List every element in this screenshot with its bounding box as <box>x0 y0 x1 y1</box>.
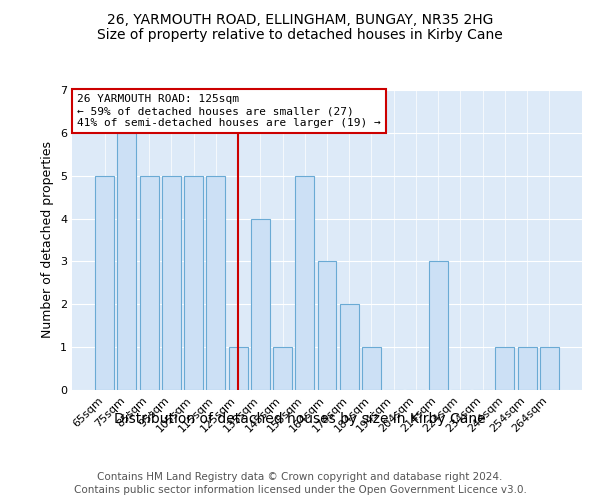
Bar <box>95 176 114 390</box>
Bar <box>118 133 136 390</box>
Bar <box>496 347 514 390</box>
Bar <box>184 176 203 390</box>
Text: Size of property relative to detached houses in Kirby Cane: Size of property relative to detached ho… <box>97 28 503 42</box>
Bar <box>540 347 559 390</box>
Bar <box>162 176 181 390</box>
Bar <box>273 347 292 390</box>
Bar <box>229 347 248 390</box>
Bar <box>251 218 270 390</box>
Text: 26, YARMOUTH ROAD, ELLINGHAM, BUNGAY, NR35 2HG: 26, YARMOUTH ROAD, ELLINGHAM, BUNGAY, NR… <box>107 12 493 26</box>
Text: Contains HM Land Registry data © Crown copyright and database right 2024.: Contains HM Land Registry data © Crown c… <box>97 472 503 482</box>
Text: Contains public sector information licensed under the Open Government Licence v3: Contains public sector information licen… <box>74 485 526 495</box>
Y-axis label: Number of detached properties: Number of detached properties <box>41 142 55 338</box>
Bar <box>295 176 314 390</box>
Bar <box>140 176 158 390</box>
Bar <box>429 262 448 390</box>
Text: Distribution of detached houses by size in Kirby Cane: Distribution of detached houses by size … <box>114 412 486 426</box>
Bar <box>340 304 359 390</box>
Bar <box>206 176 225 390</box>
Text: 26 YARMOUTH ROAD: 125sqm
← 59% of detached houses are smaller (27)
41% of semi-d: 26 YARMOUTH ROAD: 125sqm ← 59% of detach… <box>77 94 381 128</box>
Bar <box>317 262 337 390</box>
Bar <box>362 347 381 390</box>
Bar <box>518 347 536 390</box>
